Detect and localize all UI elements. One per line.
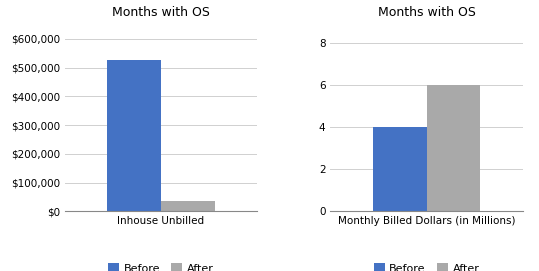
Title: Monthly Billed Dollars
Before OS vs. After 2
Months with OS: Monthly Billed Dollars Before OS vs. Aft… <box>358 0 495 19</box>
Legend: Before, After: Before, After <box>103 259 218 271</box>
Bar <box>161 201 215 211</box>
Bar <box>107 60 161 211</box>
Bar <box>372 127 426 211</box>
Title: Inhouse Unbilled Dollars
Before OS vs. After 2
Months with OS: Inhouse Unbilled Dollars Before OS vs. A… <box>85 0 237 19</box>
Legend: Before, After: Before, After <box>369 259 484 271</box>
Bar <box>426 85 480 211</box>
